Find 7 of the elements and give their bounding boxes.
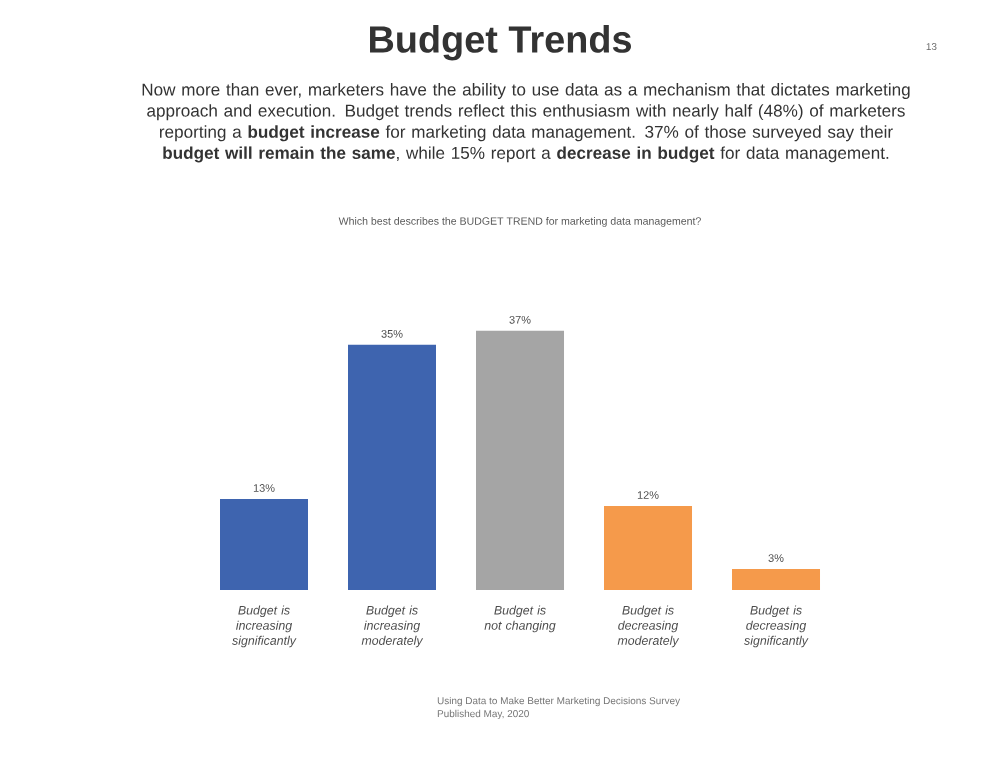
bar: [732, 568, 821, 590]
bar: [220, 498, 308, 590]
chart-title: Budget Trends: [370, 25, 631, 61]
bar: [604, 505, 693, 590]
text: Now more than ever, marketers have the ability to use data as a mechanism that dictates marketing approach and execution. Budget trends reflect this enthusiasm with nearly half (48%) of marketers reporting a budget increase for marketing data management. 37% of those surveyed say their budget will remain the same, while 15% report a decrease in budget for data management.: [142, 83, 910, 163]
bar: [476, 330, 565, 590]
bar: [348, 344, 436, 590]
